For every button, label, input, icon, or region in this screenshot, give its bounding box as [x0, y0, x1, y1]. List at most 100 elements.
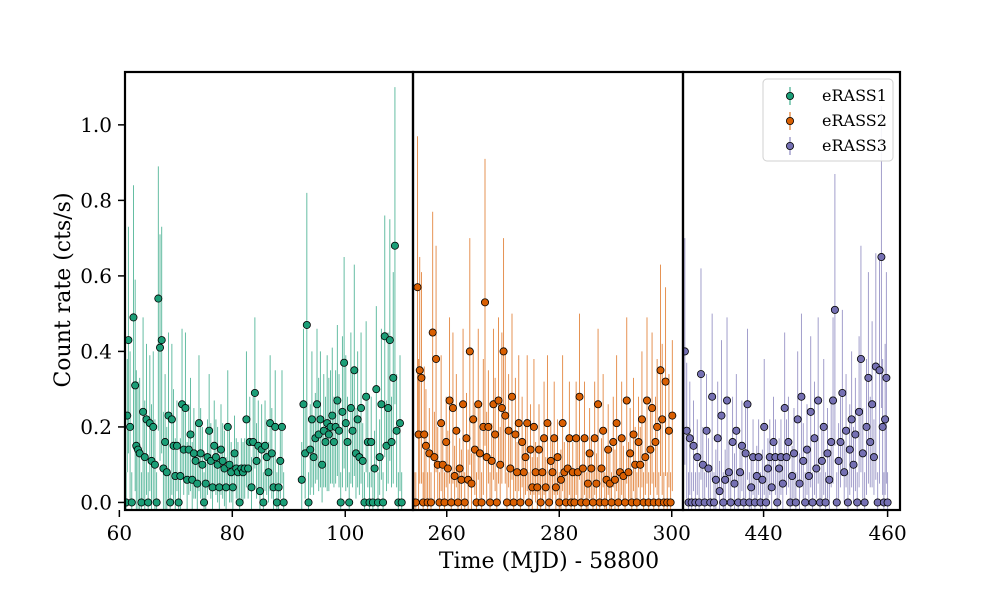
data-point — [201, 479, 210, 488]
data-point — [538, 468, 547, 477]
data-point — [632, 498, 641, 507]
x-tick-label: 60 — [107, 521, 132, 545]
data-point — [760, 422, 769, 431]
data-point — [808, 498, 817, 507]
data-point — [842, 426, 851, 435]
data-point — [656, 366, 665, 375]
data-point — [529, 422, 538, 431]
panel-frame — [681, 70, 902, 512]
data-point — [827, 438, 836, 447]
data-point — [868, 400, 877, 409]
data-point — [784, 438, 793, 447]
data-point — [553, 453, 562, 462]
data-point — [648, 404, 657, 413]
data-point — [806, 407, 815, 416]
data-point — [384, 404, 393, 413]
data-point — [324, 430, 333, 439]
data-point — [491, 430, 500, 439]
data-point — [810, 434, 819, 443]
data-point — [803, 445, 812, 454]
data-point — [306, 445, 315, 454]
x-tick-label: 260 — [428, 521, 466, 545]
legend-label: eRASS2 — [822, 111, 887, 130]
data-point — [551, 483, 560, 492]
legend: eRASS1 eRASS2 eRASS3 — [762, 78, 894, 162]
data-point — [788, 472, 797, 481]
data-point — [474, 400, 483, 409]
data-point — [459, 400, 468, 409]
data-point — [693, 453, 702, 462]
legend-box — [762, 78, 894, 162]
data-point — [176, 472, 185, 481]
data-point — [851, 430, 860, 439]
data-point — [196, 449, 205, 458]
data-point — [150, 460, 159, 469]
data-point — [830, 305, 839, 314]
data-point — [432, 354, 441, 363]
data-point — [572, 434, 581, 443]
data-point — [442, 438, 451, 447]
data-point — [397, 498, 406, 507]
data-point — [518, 438, 527, 447]
data-point — [511, 430, 520, 439]
data-point — [762, 498, 771, 507]
data-point — [372, 385, 381, 394]
data-point — [396, 419, 405, 428]
data-point — [858, 449, 867, 458]
data-point — [646, 445, 655, 454]
data-point — [415, 366, 424, 375]
data-point — [149, 422, 158, 431]
data-point — [375, 453, 384, 462]
data-point — [535, 445, 544, 454]
data-point — [819, 422, 828, 431]
series-eRASS1 — [125, 87, 406, 510]
data-point — [617, 434, 626, 443]
data-point — [440, 498, 449, 507]
data-point — [156, 343, 165, 352]
data-point — [167, 415, 176, 424]
data-point — [205, 426, 214, 435]
data-point — [614, 498, 623, 507]
data-point — [353, 415, 362, 424]
data-point — [578, 464, 587, 473]
data-point — [267, 449, 276, 458]
data-point — [244, 464, 253, 473]
data-point — [869, 453, 878, 462]
data-point — [825, 475, 834, 484]
data-point — [782, 453, 791, 462]
data-point — [321, 438, 330, 447]
data-point — [297, 475, 306, 484]
data-point — [556, 475, 565, 484]
data-point — [565, 434, 574, 443]
data-point — [348, 426, 357, 435]
data-point — [452, 426, 461, 435]
data-point — [651, 438, 660, 447]
data-point — [609, 438, 618, 447]
data-point — [345, 498, 354, 507]
data-point — [717, 411, 726, 420]
data-point — [747, 483, 756, 492]
data-point — [849, 460, 858, 469]
data-point — [225, 460, 234, 469]
data-point — [643, 396, 652, 405]
data-point — [558, 419, 567, 428]
data-point — [499, 347, 508, 356]
data-point — [304, 498, 313, 507]
data-point — [367, 438, 376, 447]
data-point — [612, 419, 621, 428]
data-point — [621, 498, 630, 507]
legend-marker — [786, 92, 795, 101]
data-point — [350, 366, 359, 375]
series-eRASS2 — [413, 136, 677, 510]
data-point — [683, 426, 691, 435]
data-point — [421, 441, 430, 450]
data-point — [683, 347, 689, 356]
data-point — [875, 366, 884, 375]
data-point — [242, 415, 251, 424]
data-point — [437, 419, 446, 428]
data-point — [250, 388, 259, 397]
data-point — [575, 392, 584, 401]
data-point — [702, 426, 711, 435]
data-point — [255, 487, 264, 496]
data-point — [299, 400, 308, 409]
